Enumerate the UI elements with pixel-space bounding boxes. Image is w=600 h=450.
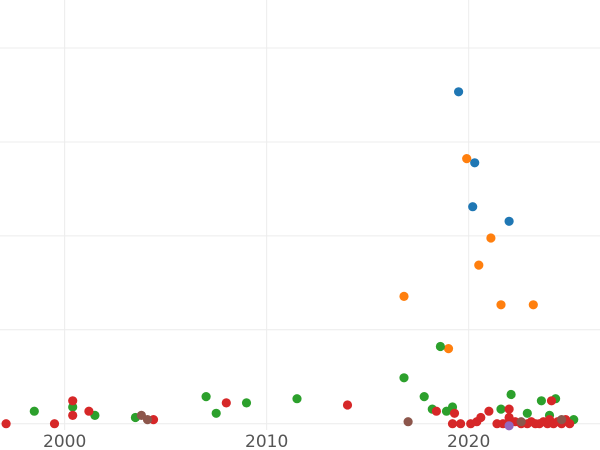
x-tick-label: 2000 (43, 432, 86, 450)
data-point (504, 216, 514, 226)
data-point (292, 394, 302, 404)
x-axis-ticks: 2000 2010 2020 (43, 432, 490, 450)
data-point (142, 415, 153, 425)
data-point (522, 408, 532, 418)
data-point (496, 300, 506, 310)
data-point (1, 419, 11, 429)
data-point (528, 300, 538, 310)
data-point (484, 406, 494, 416)
data-point (29, 406, 39, 416)
data-point (474, 260, 484, 270)
data-point (462, 154, 472, 164)
data-point (468, 202, 478, 212)
data-point (454, 87, 464, 97)
data-point (399, 291, 409, 301)
data-point (68, 410, 78, 420)
data-point (449, 408, 460, 418)
data-points (1, 87, 579, 431)
data-point (504, 404, 514, 414)
data-point (565, 419, 575, 429)
data-point (49, 419, 60, 429)
data-point (201, 392, 211, 402)
data-point (496, 404, 506, 414)
data-point (435, 341, 445, 352)
data-point (470, 158, 480, 168)
data-point (476, 412, 486, 423)
data-point (221, 398, 231, 408)
data-point (419, 392, 429, 402)
data-point (504, 421, 514, 431)
data-point (403, 417, 413, 427)
data-point (68, 396, 78, 406)
data-point (456, 419, 466, 429)
data-point (241, 398, 252, 408)
data-point (342, 400, 353, 410)
data-point (399, 373, 409, 383)
grid (0, 0, 600, 430)
data-point (486, 233, 496, 243)
data-point (84, 406, 94, 416)
data-point (536, 396, 547, 406)
data-point (557, 415, 567, 425)
data-point (506, 389, 516, 400)
data-point (211, 408, 221, 418)
data-point (443, 344, 454, 354)
x-tick-label: 2010 (245, 432, 288, 450)
data-point (447, 419, 458, 429)
data-point (516, 417, 526, 427)
x-tick-label: 2020 (447, 432, 490, 450)
data-point (546, 396, 557, 406)
data-point (431, 406, 441, 416)
